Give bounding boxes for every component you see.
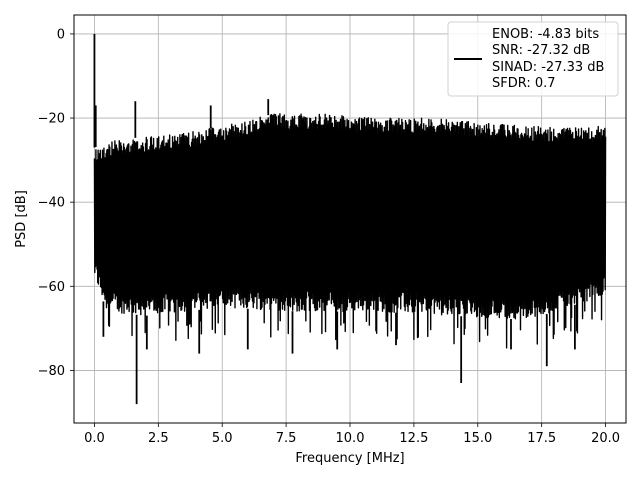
series-layer: [93, 33, 607, 405]
y-axis-title: PSD [dB]: [14, 190, 29, 248]
x-tick-label: 7.5: [276, 431, 297, 446]
y-tick-label: −60: [38, 280, 65, 295]
legend-text-sinad: SINAD: -27.33 dB: [492, 60, 604, 75]
y-tick-label: −40: [38, 196, 65, 211]
x-axis-title: Frequency [MHz]: [295, 451, 404, 466]
x-tick-label: 5.0: [212, 431, 233, 446]
ticks: 0.0 2.5 5.0 7.5 10.0 12.5 15.0 17.5 20.0 0 −20 −40 −…: [38, 27, 620, 446]
y-tick-label: −20: [38, 112, 65, 127]
legend-text-sfdr: SFDR: 0.7: [492, 76, 556, 91]
x-tick-label: 2.5: [148, 431, 169, 446]
legend-box: [447, 21, 619, 97]
legend-text-snr: SNR: -27.32 dB: [492, 43, 590, 58]
x-tick-label: 0.0: [84, 431, 105, 446]
x-tick-label: 12.5: [399, 431, 428, 446]
y-tick-label: −80: [38, 364, 65, 379]
legend: ENOB: -4.83 bits SNR: -27.32 dB SINAD: -…: [447, 21, 619, 97]
psd-series-line: [93, 113, 607, 349]
y-tick-label: 0: [57, 27, 65, 42]
x-tick-label: 20.0: [591, 431, 620, 446]
x-tick-label: 10.0: [336, 431, 365, 446]
x-tick-label: 15.0: [463, 431, 492, 446]
legend-text-enob: ENOB: -4.83 bits: [492, 27, 599, 42]
x-tick-label: 17.5: [527, 431, 556, 446]
